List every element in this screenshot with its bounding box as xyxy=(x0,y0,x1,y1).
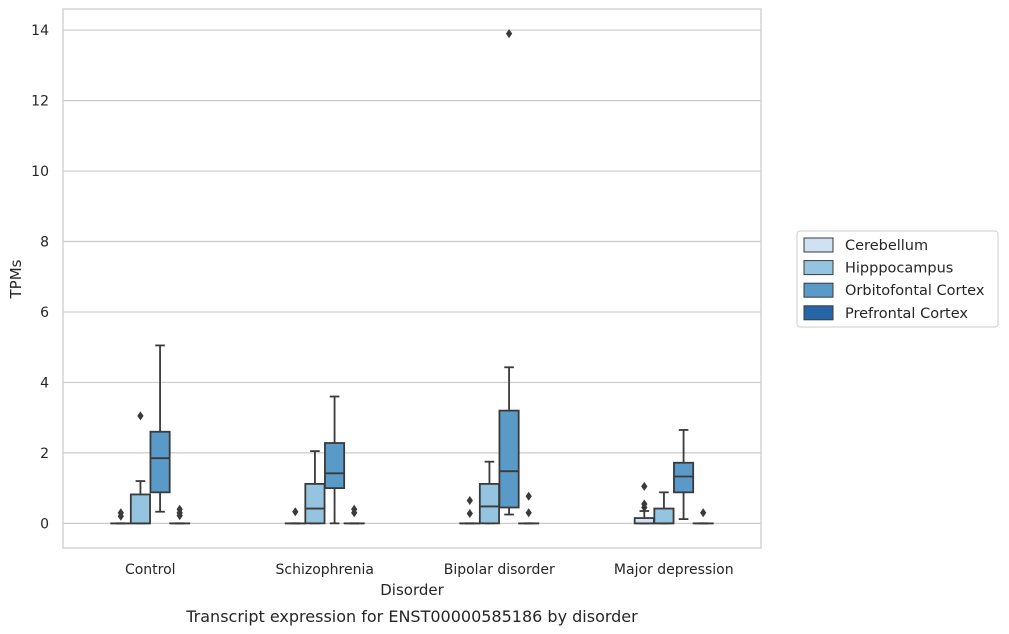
x-axis-title: Disorder xyxy=(380,581,444,599)
x-tick-label: Control xyxy=(125,562,176,578)
y-tick-label: 6 xyxy=(40,305,49,321)
outlier-point xyxy=(137,411,144,421)
legend-swatch xyxy=(803,305,834,321)
y-axis-title: TPMs xyxy=(7,259,25,299)
outlier-point xyxy=(700,508,707,518)
y-tick-labels: 0 2 4 6 8 10 12 14 xyxy=(31,23,49,532)
legend-label: Prefrontal Cortex xyxy=(845,306,968,322)
box xyxy=(498,409,520,509)
y-tick-label: 14 xyxy=(31,23,49,39)
outlier-point xyxy=(466,495,473,505)
legend-label: Orbitofontal Cortex xyxy=(845,283,985,299)
y-tick-label: 10 xyxy=(31,164,49,180)
box xyxy=(653,507,675,525)
outlier-point xyxy=(466,508,473,518)
legend-swatch xyxy=(803,260,834,276)
y-tick-label: 0 xyxy=(40,516,49,532)
outlier-point xyxy=(505,29,513,39)
legend-swatch xyxy=(803,282,834,298)
x-tick-label: Schizophrenia xyxy=(276,562,374,578)
outlier-point xyxy=(641,499,648,509)
legend-label: Hipppocampus xyxy=(845,261,953,277)
box xyxy=(673,461,695,494)
box xyxy=(149,430,171,494)
outlier-point xyxy=(525,508,532,518)
x-tick-labels: Control Schizophrenia Bipolar disorder Majo… xyxy=(125,562,734,578)
box-groups xyxy=(110,29,714,525)
x-tick-label: Bipolar disorder xyxy=(444,562,555,578)
outlier-point xyxy=(117,508,124,518)
plot-frame xyxy=(62,8,762,549)
chart-caption: Transcript expression for ENST0000058518… xyxy=(185,607,638,626)
y-tick-label: 4 xyxy=(40,375,49,391)
box xyxy=(478,482,500,525)
outlier-point xyxy=(176,504,183,514)
y-tick-label: 2 xyxy=(40,446,49,462)
y-tick-label: 12 xyxy=(31,94,49,110)
box xyxy=(324,442,346,490)
legend-swatch xyxy=(803,237,834,253)
outlier-point xyxy=(525,491,532,501)
outlier-point xyxy=(641,481,648,491)
box xyxy=(129,493,151,525)
legend-frame xyxy=(796,230,999,328)
outlier-point xyxy=(351,504,358,514)
legend-label: Cerebellum xyxy=(845,238,928,254)
box xyxy=(304,482,326,525)
plot-background xyxy=(63,9,761,548)
outlier-point xyxy=(292,507,299,517)
y-tick-label: 8 xyxy=(40,235,49,251)
x-tick-label: Major depression xyxy=(614,562,734,578)
legend: Cerebellum Hipppocampus Orbitofontal Corte… xyxy=(796,230,999,328)
